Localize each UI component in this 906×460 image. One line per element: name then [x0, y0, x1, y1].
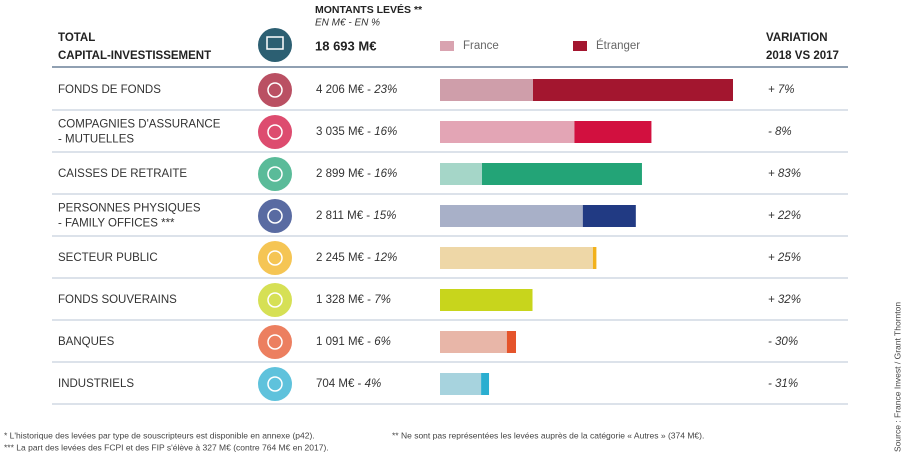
row-amount: 1 328 M€ - 7%: [316, 294, 391, 306]
row-icon: [258, 199, 292, 233]
row-variation: + 83%: [768, 168, 801, 180]
bar-france: [440, 289, 533, 311]
bar-foreign: [592, 247, 597, 269]
row-icon-glyph: [267, 250, 283, 266]
row-icon-glyph: [267, 82, 283, 98]
row-label: FONDS SOUVERAINS: [58, 294, 177, 306]
bar-france: [440, 373, 482, 395]
bar-france: [440, 331, 507, 353]
bar-foreign: [481, 373, 490, 395]
row-amount: 3 035 M€ - 16%: [316, 126, 397, 138]
row-amount: 4 206 M€ - 23%: [316, 84, 397, 96]
row-amount: 704 M€ - 4%: [316, 378, 381, 390]
header-icon: [258, 28, 292, 62]
separator: -: [354, 378, 364, 390]
row-icon: [258, 325, 292, 359]
share: 12%: [374, 252, 397, 264]
amount: 4 206 M€: [316, 84, 365, 96]
footnote: * L'historique des levées par type de so…: [4, 430, 315, 440]
row-amount: 2 245 M€ - 12%: [316, 252, 397, 264]
row-label: - FAMILY OFFICES ***: [58, 218, 175, 230]
separator: -: [364, 294, 374, 306]
row-label: COMPAGNIES D'ASSURANCE: [58, 119, 221, 131]
amount: 2 811 M€: [316, 210, 364, 222]
row-label: - MUTUELLES: [58, 134, 134, 146]
legend-label: Étranger: [596, 39, 640, 52]
bar-foreign: [574, 121, 652, 143]
header-total: TOTAL: [58, 32, 95, 44]
row-label: SECTEUR PUBLIC: [58, 252, 158, 264]
amount: 3 035 M€: [316, 126, 365, 138]
bar-france: [440, 163, 483, 185]
legend-swatch: [440, 41, 454, 51]
row-icon: [258, 115, 292, 149]
row-amount: 2 811 M€ - 15%: [316, 210, 396, 222]
row-amount: 2 899 M€ - 16%: [316, 168, 397, 180]
row-icon: [258, 157, 292, 191]
separator: -: [364, 336, 374, 348]
row-icon-glyph: [267, 376, 283, 392]
source: Source : France Invest / Grant Thornton: [892, 302, 902, 452]
row-label: CAISSES DE RETRAITE: [58, 168, 187, 180]
amount-units: EN M€ - EN %: [315, 18, 380, 29]
bar-france: [440, 79, 533, 101]
share: 4%: [365, 378, 382, 390]
separator: -: [364, 252, 374, 264]
amount: 1 091 M€: [316, 336, 365, 348]
row-label: BANQUES: [58, 336, 115, 348]
row-icon-glyph: [267, 208, 283, 224]
row-variation: - 31%: [768, 378, 798, 390]
share: 15%: [373, 210, 396, 222]
row-variation: + 32%: [768, 294, 801, 306]
row-variation: + 22%: [768, 210, 801, 222]
row-icon-glyph: [267, 334, 283, 350]
row-label: PERSONNES PHYSIQUES: [58, 203, 201, 215]
row-icon: [258, 73, 292, 107]
share: 16%: [374, 126, 397, 138]
footnote: ** Ne sont pas représentées les levées a…: [392, 430, 704, 440]
row-icon-glyph: [267, 124, 283, 140]
row-variation: + 7%: [768, 84, 795, 96]
icon-glyph: [266, 36, 284, 50]
total-amount: 18 693 M€: [315, 38, 376, 53]
header-variation: 2018 VS 2017: [766, 50, 839, 62]
share: 6%: [374, 336, 391, 348]
bar-foreign: [482, 163, 642, 185]
row-label: FONDS DE FONDS: [58, 84, 161, 96]
footnote: *** La part des levées des FCPI et des F…: [4, 442, 329, 452]
row-icon: [258, 283, 292, 317]
bar-foreign: [582, 205, 636, 227]
bar-france: [440, 121, 575, 143]
amount-title: MONTANTS LEVÉS **: [315, 3, 423, 16]
separator: -: [364, 126, 374, 138]
amount: 2 899 M€: [316, 168, 365, 180]
row-amount: 1 091 M€ - 6%: [316, 336, 391, 348]
amount: 1 328 M€: [316, 294, 365, 306]
amount: 2 245 M€: [316, 252, 365, 264]
share: 16%: [374, 168, 397, 180]
row-icon: [258, 367, 292, 401]
row-icon-glyph: [267, 166, 283, 182]
row-variation: - 30%: [768, 336, 798, 348]
amount: 704 M€: [316, 378, 355, 390]
bar-foreign: [506, 331, 517, 353]
separator: -: [364, 168, 374, 180]
separator: -: [364, 84, 374, 96]
row-variation: - 8%: [768, 126, 792, 138]
row-label: INDUSTRIELS: [58, 378, 134, 390]
legend-label: France: [463, 40, 499, 52]
separator: -: [363, 210, 373, 222]
bar-france: [440, 247, 593, 269]
header-total: CAPITAL-INVESTISSEMENT: [58, 50, 211, 62]
header-variation: VARIATION: [766, 32, 828, 44]
bar-foreign: [532, 79, 733, 101]
row-icon: [258, 241, 292, 275]
share: 7%: [374, 294, 391, 306]
row-icon-glyph: [267, 292, 283, 308]
share: 23%: [373, 84, 397, 96]
row-variation: + 25%: [768, 252, 801, 264]
bar-france: [440, 205, 583, 227]
legend-swatch: [573, 41, 587, 51]
